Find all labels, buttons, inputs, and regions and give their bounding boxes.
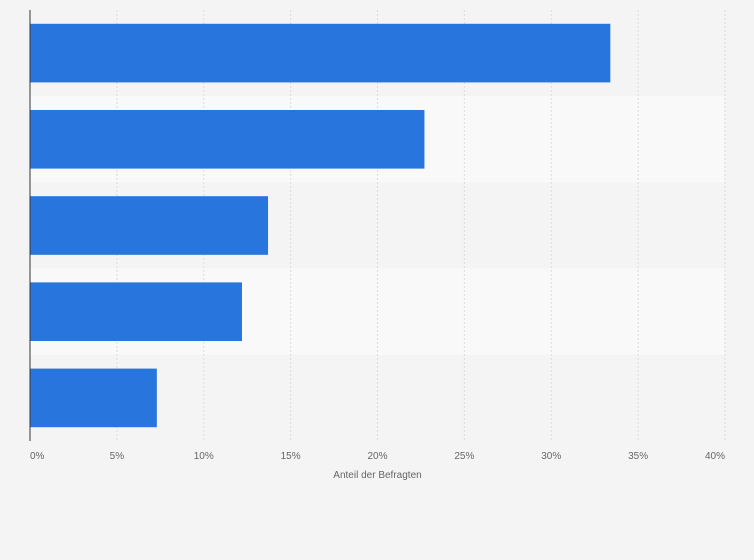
x-tick-label: 10% bbox=[194, 451, 214, 462]
x-tick-label: 30% bbox=[541, 451, 561, 462]
x-tick-label: 5% bbox=[110, 451, 125, 462]
bar[interactable] bbox=[30, 368, 157, 428]
x-tick-label: 20% bbox=[367, 451, 387, 462]
x-tick-label: 40% bbox=[705, 451, 725, 462]
x-tick-label: 35% bbox=[628, 451, 648, 462]
x-tick-label: 25% bbox=[454, 451, 474, 462]
bar[interactable] bbox=[30, 282, 242, 342]
x-tick-label: 15% bbox=[281, 451, 301, 462]
bar[interactable] bbox=[30, 196, 269, 255]
bar[interactable] bbox=[30, 109, 425, 169]
x-axis-ticks: 0% 5% 10% 15% 20% 25% 30% 35% 40% bbox=[30, 451, 725, 462]
x-axis-title: Anteil der Befragten bbox=[333, 470, 421, 481]
bars bbox=[30, 23, 611, 428]
bar[interactable] bbox=[30, 23, 611, 83]
x-tick-label: 0% bbox=[30, 451, 45, 462]
